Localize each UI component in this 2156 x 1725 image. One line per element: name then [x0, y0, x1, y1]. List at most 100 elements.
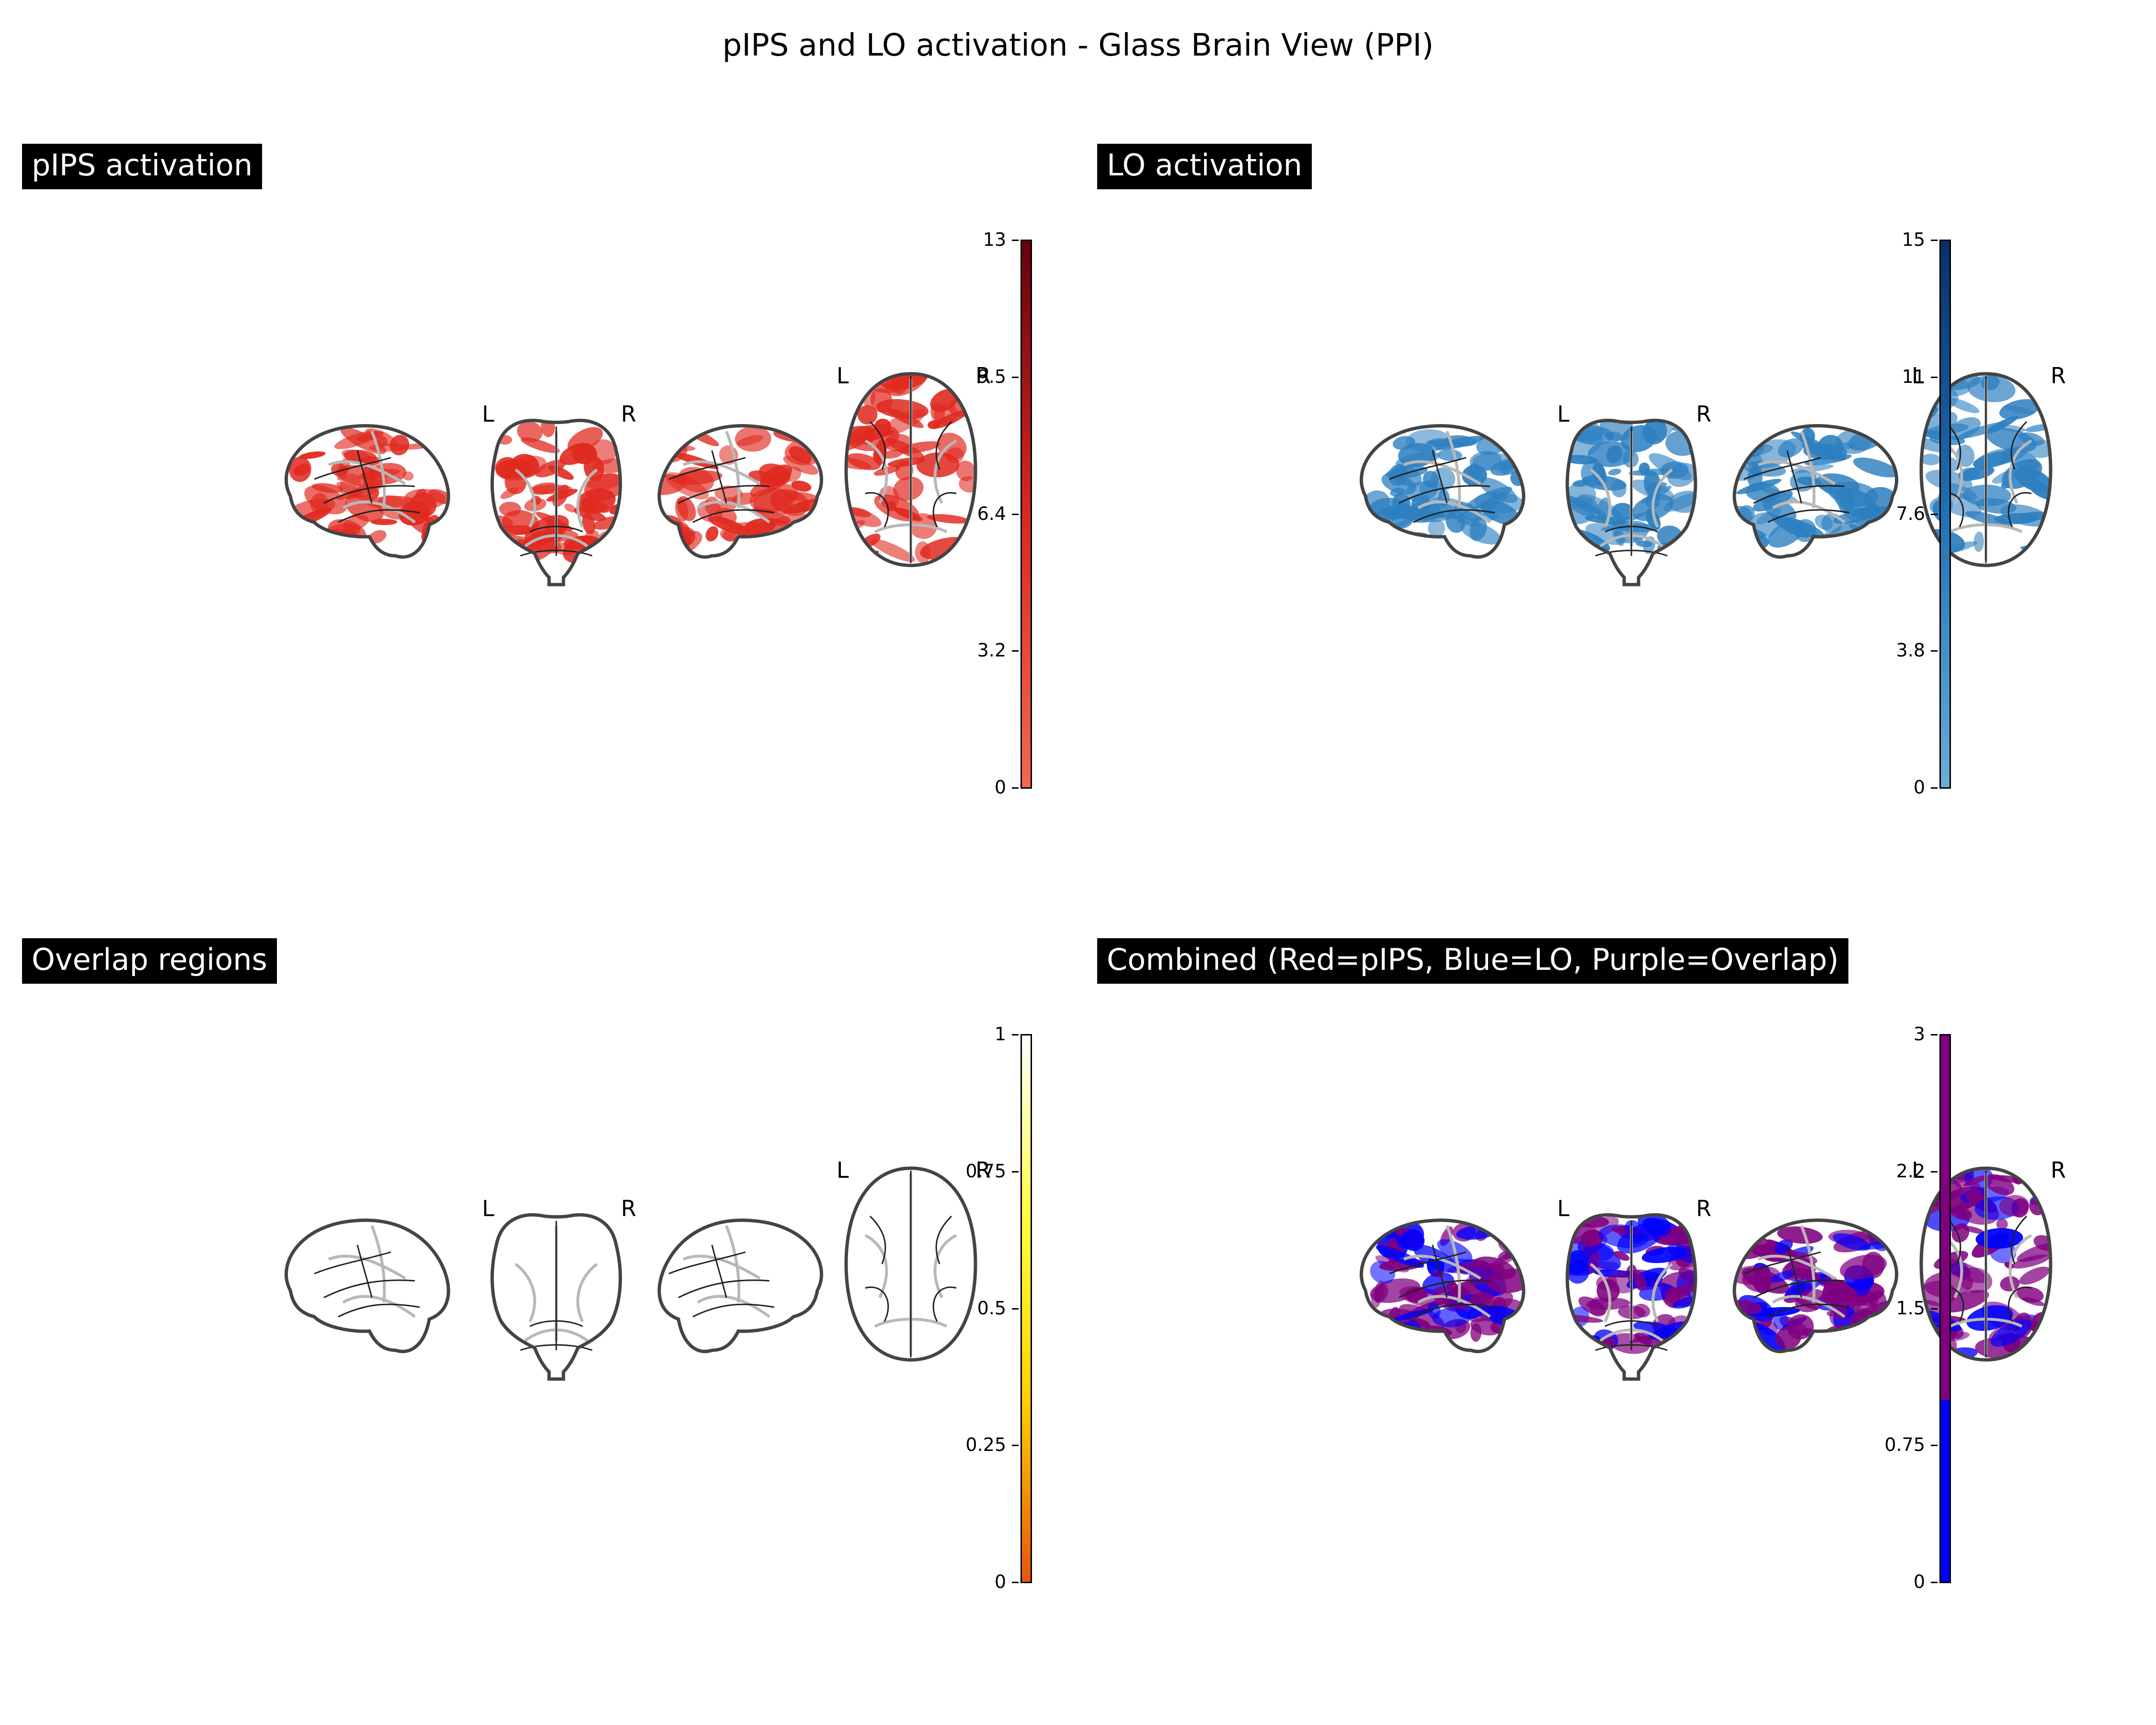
- colorbar-tick-label: 0: [1913, 1571, 1938, 1592]
- activation-blob: [1778, 438, 1804, 458]
- hemisphere-label-right: R: [1696, 1196, 1711, 1221]
- activation-blob: [1787, 1314, 1814, 1340]
- activation-blob: [2000, 1276, 2020, 1292]
- sulcus-line: [692, 1303, 775, 1318]
- hemisphere-label-left: L: [1912, 1157, 1924, 1183]
- sulcus-line: [1767, 509, 1850, 523]
- activation-blob: [1839, 1254, 1887, 1280]
- activation-blob: [292, 528, 320, 552]
- colorbar-tick-label: 0.5: [977, 1297, 1019, 1319]
- glass-contour: [2008, 439, 2032, 504]
- brain-outline: [1359, 424, 1525, 559]
- activation-blob: [1853, 457, 1897, 478]
- activation-blob: [1399, 1304, 1445, 1329]
- sulcus-line: [2007, 492, 2032, 528]
- activation-blob: [1999, 1195, 2030, 1217]
- activation-blob: [1962, 1226, 1985, 1234]
- activation-blob: [1963, 1175, 1988, 1186]
- brain-outline: [1732, 424, 1899, 559]
- colorbar-tick-label: 15: [1902, 229, 1938, 250]
- sulcus-line: [1786, 1244, 1802, 1298]
- colorbar: [1939, 240, 1951, 789]
- glass-contour: [1772, 1295, 1846, 1318]
- glass-contour: [515, 468, 536, 528]
- sulcus-line: [1389, 1251, 1467, 1275]
- activation-blob: [399, 501, 431, 526]
- activation-blob: [499, 501, 521, 517]
- activation-blob: [1585, 523, 1626, 545]
- sulcus-line: [356, 450, 373, 504]
- colorbar-tick-label: 2.2: [1896, 1160, 1938, 1182]
- sulcus-line: [529, 526, 583, 533]
- glass-contour: [342, 1295, 416, 1318]
- sulcus-line: [1413, 509, 1495, 523]
- activation-blob: [1468, 1292, 1493, 1307]
- glass-contour: [1590, 468, 1611, 528]
- activation-blob: [930, 389, 959, 413]
- glass-contour: [370, 430, 386, 508]
- brain-outline: [1565, 419, 1697, 586]
- activation-blob: [927, 514, 970, 524]
- activation-blob: [1855, 1275, 1872, 1297]
- activation-blob: [1649, 453, 1692, 481]
- activation-blob: [1625, 1220, 1644, 1244]
- activation-blob: [675, 498, 688, 522]
- brain-view-3: [657, 424, 824, 559]
- sulcus-line: [1432, 450, 1448, 504]
- activation-blob: [1386, 465, 1428, 479]
- activation-blob: [784, 467, 802, 482]
- activation-blob: [1470, 1318, 1500, 1336]
- brain-view-1: [284, 1219, 450, 1353]
- activation-blob: [1567, 1260, 1590, 1284]
- activation-blob: [881, 449, 903, 459]
- activation-blob: [1613, 1251, 1630, 1261]
- colorbar-tick-label: 3: [1913, 1024, 1938, 1045]
- colorbar-tick-label: 3.2: [977, 640, 1019, 661]
- hemisphere-label-left: L: [1557, 1196, 1570, 1221]
- sulcus-line: [2010, 1215, 2028, 1265]
- sulcus-line: [935, 421, 952, 470]
- activation-blob: [1567, 1314, 1604, 1323]
- activation-blob: [1428, 440, 1468, 448]
- sulcus-line: [529, 1320, 583, 1327]
- activation-blob: [927, 420, 941, 429]
- colorbar-tick-label: 3.8: [1896, 640, 1938, 661]
- activation-blob: [956, 378, 974, 389]
- activation-blob: [1392, 436, 1415, 450]
- activation-blob: [1804, 454, 1852, 466]
- glass-contour: [864, 1234, 888, 1299]
- glass-contour: [328, 1254, 406, 1280]
- glass-contour: [1417, 1295, 1491, 1318]
- activation-blob: [1984, 416, 2018, 435]
- brain-fill: [286, 1220, 448, 1352]
- activation-blob: [1970, 1182, 1982, 1203]
- sulcus-line: [2010, 421, 2028, 470]
- activation-blob: [1833, 1233, 1871, 1251]
- sulcus-line: [338, 509, 420, 523]
- activation-blob: [887, 408, 924, 428]
- glass-contour: [697, 1295, 770, 1318]
- activation-blob: [1446, 1281, 1457, 1289]
- activation-blob: [1748, 454, 1763, 471]
- activation-blob: [964, 544, 975, 555]
- activation-blob: [1567, 499, 1594, 518]
- activation-blob: [1848, 524, 1888, 546]
- activation-blob: [751, 507, 791, 524]
- brain-view-3: [657, 1219, 824, 1353]
- colorbar-tick-label: 7.6: [1896, 503, 1938, 524]
- brain-outline: [1919, 1166, 2053, 1362]
- hemisphere-label-left: L: [1557, 401, 1570, 427]
- activation-blob: [1747, 467, 1763, 489]
- activation-blob: [402, 471, 414, 481]
- activation-blob: [883, 434, 912, 451]
- activation-blob: [1611, 479, 1627, 498]
- brain-outline: [657, 424, 824, 559]
- panel-pips: pIPS activation L R L R 0 3.2 6.4 9.5 13: [22, 144, 1076, 891]
- activation-blob: [1374, 1280, 1385, 1303]
- hemisphere-label-right: R: [975, 363, 991, 389]
- glass-brain-views: L R L R: [284, 1157, 991, 1381]
- activation-blob: [898, 441, 940, 454]
- glass-contour: [576, 468, 598, 528]
